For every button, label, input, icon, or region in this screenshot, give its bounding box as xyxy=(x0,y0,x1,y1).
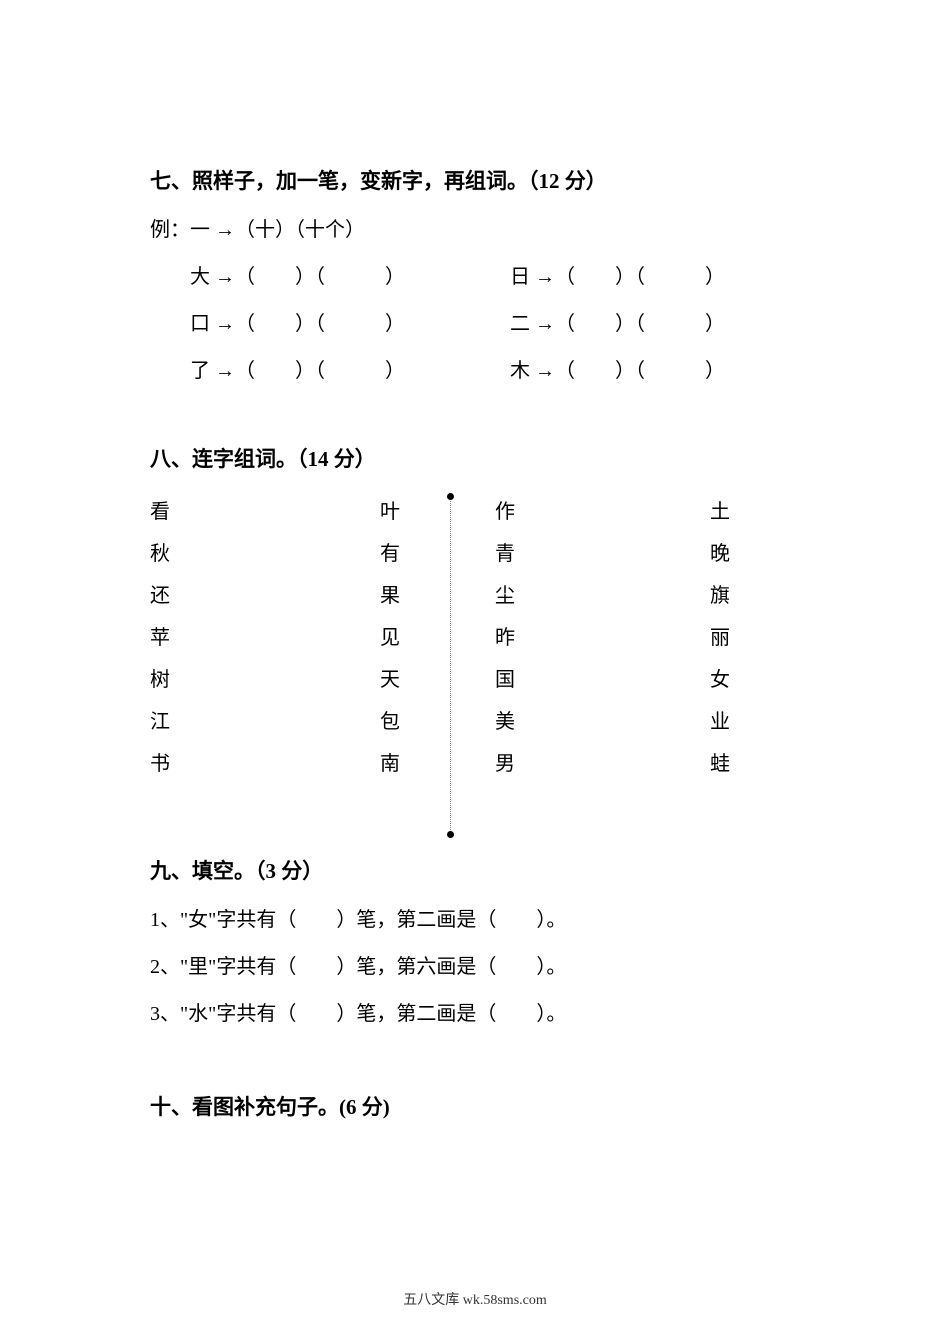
matching-container: 看 秋 还 苹 树 江 书 叶 有 果 见 天 包 南 作 青 尘 昨 国 美 … xyxy=(150,491,800,785)
char-item-right-2: 二 →（ ）（ ） xyxy=(510,307,725,336)
section-9: 九、填空。（3 分） 1、"女"字共有（ ）笔，第二画是（ ）。 2、"里"字共… xyxy=(150,855,800,1026)
section-8-title: 八、连字组词。（14 分） xyxy=(150,443,800,473)
section-10: 十、看图补充句子。(6 分) xyxy=(150,1091,800,1121)
matching-col-2: 叶 有 果 见 天 包 南 xyxy=(380,491,465,785)
match-char: 旗 xyxy=(710,575,750,617)
section-7-example: 例：一 →（十）（十个） xyxy=(150,213,800,242)
char-item-left-3: 了 →（ ）（ ） xyxy=(190,354,510,383)
match-char: 树 xyxy=(150,659,380,701)
match-char: 包 xyxy=(380,701,465,743)
section-10-title: 十、看图补充句子。(6 分) xyxy=(150,1091,800,1121)
match-char: 作 xyxy=(495,491,710,533)
dot-top xyxy=(447,493,454,500)
section-7-title: 七、照样子，加一笔，变新字，再组词。（12 分） xyxy=(150,165,800,195)
match-char: 美 xyxy=(495,701,710,743)
match-char: 秋 xyxy=(150,533,380,575)
match-char: 见 xyxy=(380,617,465,659)
dot-bottom xyxy=(447,831,454,838)
fill-item-1: 1、"女"字共有（ ）笔，第二画是（ ）。 xyxy=(150,903,800,932)
match-char: 土 xyxy=(710,491,750,533)
match-char: 书 xyxy=(150,743,380,785)
match-char: 青 xyxy=(495,533,710,575)
fill-item-2: 2、"里"字共有（ ）笔，第六画是（ ）。 xyxy=(150,950,800,979)
match-char: 国 xyxy=(495,659,710,701)
char-row-1: 大 →（ ）（ ） 日 →（ ）（ ） xyxy=(150,260,800,289)
section-8: 八、连字组词。（14 分） 看 秋 还 苹 树 江 书 叶 有 果 见 天 包 … xyxy=(150,443,800,785)
fill-item-3: 3、"水"字共有（ ）笔，第二画是（ ）。 xyxy=(150,997,800,1026)
match-char: 尘 xyxy=(495,575,710,617)
char-item-left-1: 大 →（ ）（ ） xyxy=(190,260,510,289)
match-char: 昨 xyxy=(495,617,710,659)
match-char: 晚 xyxy=(710,533,750,575)
match-char: 南 xyxy=(380,743,465,785)
char-item-right-3: 木 →（ ）（ ） xyxy=(510,354,725,383)
matching-col-4: 土 晚 旗 丽 女 业 蛙 xyxy=(710,491,750,785)
match-char: 女 xyxy=(710,659,750,701)
char-row-2: 口 →（ ）（ ） 二 →（ ）（ ） xyxy=(150,307,800,336)
match-char: 男 xyxy=(495,743,710,785)
match-char: 苹 xyxy=(150,617,380,659)
section-9-title: 九、填空。（3 分） xyxy=(150,855,800,885)
match-char: 蛙 xyxy=(710,743,750,785)
match-char: 看 xyxy=(150,491,380,533)
matching-col-3: 作 青 尘 昨 国 美 男 xyxy=(465,491,710,785)
match-char: 还 xyxy=(150,575,380,617)
match-char: 业 xyxy=(710,701,750,743)
match-char: 天 xyxy=(380,659,465,701)
match-char: 果 xyxy=(380,575,465,617)
match-char: 有 xyxy=(380,533,465,575)
footer: 五八文库 wk.58sms.com xyxy=(0,1289,950,1309)
section-7: 七、照样子，加一笔，变新字，再组词。（12 分） 例：一 →（十）（十个） 大 … xyxy=(150,165,800,383)
matching-col-1: 看 秋 还 苹 树 江 书 xyxy=(150,491,380,785)
char-row-3: 了 →（ ）（ ） 木 →（ ）（ ） xyxy=(150,354,800,383)
char-item-left-2: 口 →（ ）（ ） xyxy=(190,307,510,336)
match-char: 丽 xyxy=(710,617,750,659)
char-item-right-1: 日 →（ ）（ ） xyxy=(510,260,725,289)
match-char: 江 xyxy=(150,701,380,743)
vertical-divider xyxy=(450,496,451,836)
